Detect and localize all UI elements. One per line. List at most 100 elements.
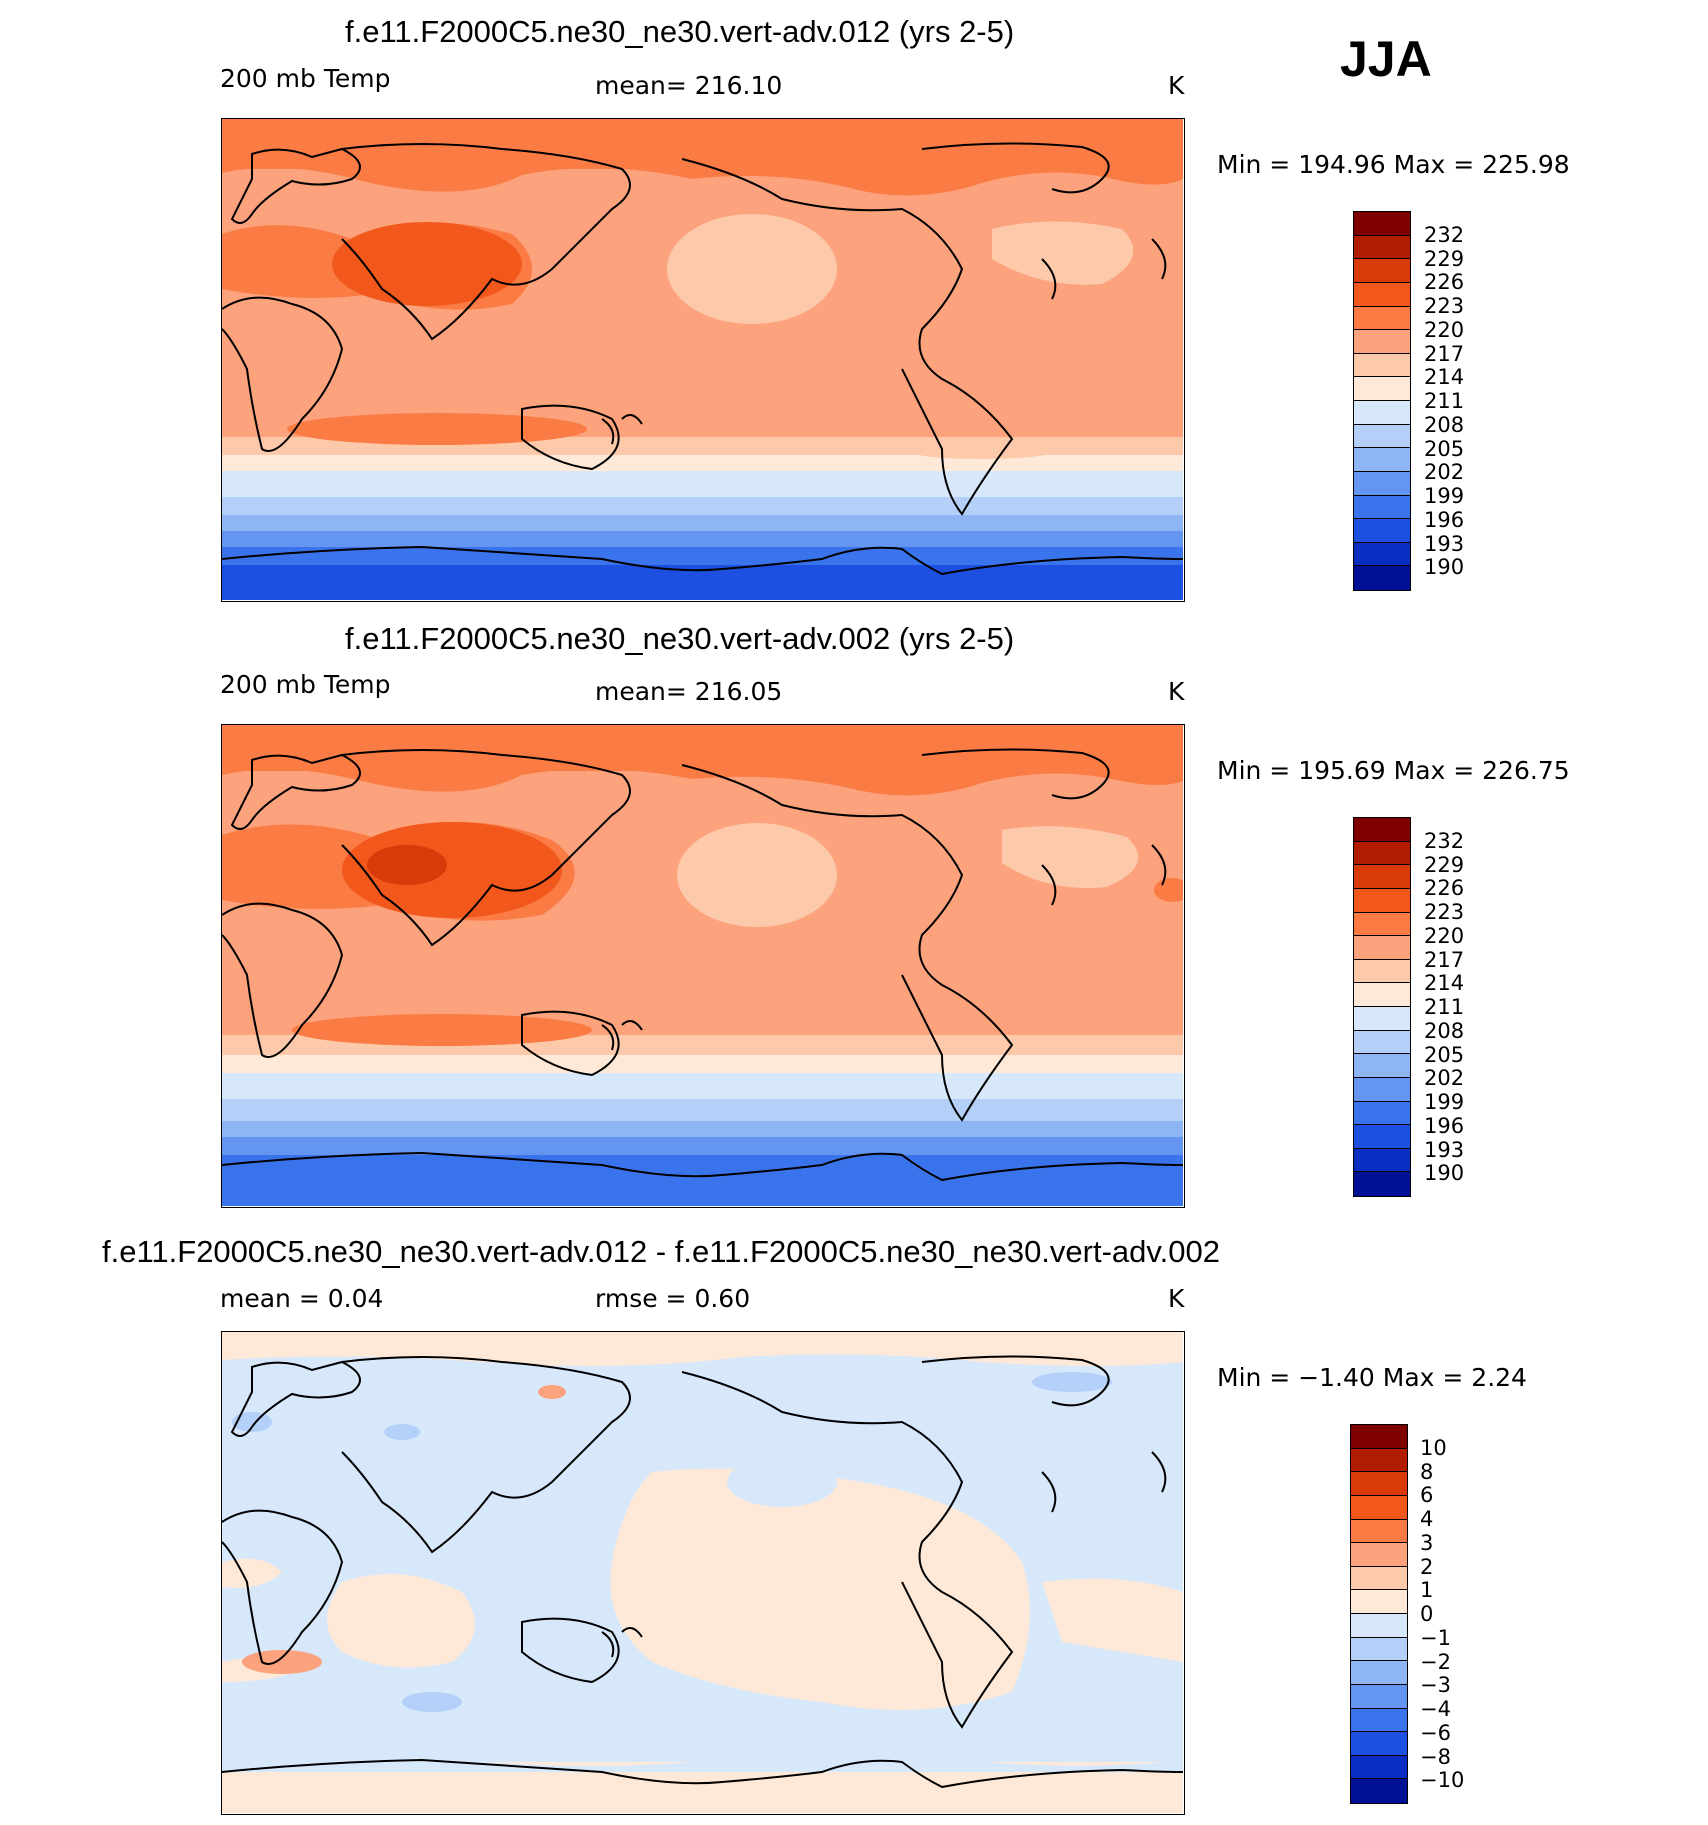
- panel-2-colorbar: [1353, 817, 1411, 1197]
- colorbar-tick-label: 202: [1424, 460, 1465, 485]
- panel-3-rmse-label: rmse = 0.60: [595, 1284, 751, 1313]
- panel-1-minmax: Min = 194.96 Max = 225.98: [1217, 150, 1570, 179]
- colorbar-swatch: [1354, 282, 1410, 307]
- colorbar-swatch: [1351, 1661, 1407, 1685]
- colorbar-tick-label: 208: [1424, 1018, 1465, 1043]
- colorbar-swatch: [1354, 306, 1410, 331]
- colorbar-tick-label: −4: [1420, 1697, 1451, 1721]
- colorbar-swatch: [1354, 1054, 1410, 1078]
- colorbar-swatch: [1354, 235, 1410, 260]
- colorbar-tick-label: −6: [1420, 1720, 1451, 1745]
- colorbar-tick-label: 196: [1424, 1113, 1465, 1138]
- colorbar-tick-label: 196: [1424, 507, 1465, 532]
- colorbar-tick-label: 8: [1420, 1459, 1434, 1484]
- colorbar-tick-label: −3: [1420, 1673, 1451, 1698]
- colorbar-swatch: [1351, 1637, 1407, 1662]
- colorbar-tick-label: 0: [1420, 1602, 1434, 1626]
- colorbar-swatch: [1354, 959, 1410, 984]
- panel-3-mean-label: mean = 0.04: [220, 1284, 384, 1313]
- colorbar-tick-label: 199: [1424, 484, 1465, 508]
- colorbar-swatch: [1354, 424, 1410, 449]
- colorbar-swatch: [1351, 1543, 1407, 1567]
- colorbar-swatch: [1351, 1590, 1407, 1614]
- colorbar-swatch: [1354, 566, 1410, 590]
- colorbar-swatch: [1354, 1007, 1410, 1031]
- colorbar-swatch: [1354, 1077, 1410, 1102]
- panel-1-variable-label: 200 mb Temp: [220, 64, 391, 93]
- panel-1-units-label: K: [1168, 71, 1185, 100]
- colorbar-swatch: [1354, 330, 1410, 354]
- panel-3-colorbar: [1350, 1424, 1408, 1804]
- colorbar-swatch: [1354, 542, 1410, 567]
- colorbar-tick-label: 190: [1424, 555, 1465, 580]
- colorbar-swatch: [1351, 1684, 1407, 1709]
- colorbar-swatch: [1354, 377, 1410, 401]
- panel-2-title: f.e11.F2000C5.ne30_ne30.vert-adv.002 (yr…: [345, 621, 1015, 656]
- colorbar-tick-label: 193: [1424, 1137, 1465, 1162]
- colorbar-swatch: [1351, 1472, 1407, 1496]
- colorbar-tick-label: 232: [1424, 222, 1465, 247]
- colorbar-tick-label: 1: [1420, 1578, 1434, 1603]
- colorbar-tick-label: 205: [1424, 1042, 1465, 1067]
- colorbar-swatch: [1351, 1755, 1407, 1780]
- colorbar-swatch: [1354, 1030, 1410, 1055]
- colorbar-tick-label: 190: [1424, 1161, 1465, 1186]
- panel-1-map: [221, 118, 1185, 602]
- colorbar-swatch: [1354, 818, 1410, 842]
- colorbar-tick-label: 223: [1424, 294, 1465, 318]
- colorbar-tick-label: 217: [1424, 947, 1465, 972]
- panel-2-mean-label: mean= 216.05: [595, 677, 783, 706]
- panel-3-units-label: K: [1168, 1284, 1185, 1313]
- panel-2-units-label: K: [1168, 677, 1185, 706]
- panel-1-mean-label: mean= 216.10: [595, 71, 783, 100]
- colorbar-swatch: [1354, 519, 1410, 543]
- colorbar-tick-label: 205: [1424, 436, 1465, 461]
- colorbar-tick-label: 223: [1424, 900, 1465, 924]
- colorbar-tick-label: −10: [1420, 1768, 1465, 1793]
- colorbar-swatch: [1354, 888, 1410, 913]
- colorbar-tick-label: −8: [1420, 1744, 1451, 1769]
- colorbar-tick-label: 232: [1424, 828, 1465, 853]
- colorbar-tick-label: 217: [1424, 341, 1465, 366]
- colorbar-swatch: [1351, 1614, 1407, 1638]
- colorbar-tick-label: 211: [1424, 389, 1465, 413]
- panel-3-map: [221, 1331, 1185, 1815]
- colorbar-tick-label: 2: [1420, 1554, 1434, 1579]
- panel-2-minmax: Min = 195.69 Max = 226.75: [1217, 756, 1570, 785]
- colorbar-tick-label: 226: [1424, 876, 1465, 901]
- panel-3-title: f.e11.F2000C5.ne30_ne30.vert-adv.012 - f…: [102, 1234, 1220, 1269]
- colorbar-tick-label: −2: [1420, 1649, 1451, 1674]
- colorbar-tick-label: 211: [1424, 995, 1465, 1019]
- colorbar-swatch: [1351, 1779, 1407, 1803]
- colorbar-swatch: [1354, 936, 1410, 960]
- panel-3-minmax: Min = −1.40 Max = 2.24: [1217, 1363, 1527, 1392]
- colorbar-tick-label: 229: [1424, 246, 1465, 271]
- colorbar-tick-label: 6: [1420, 1483, 1434, 1508]
- colorbar-swatch: [1354, 471, 1410, 496]
- panel-1-title: f.e11.F2000C5.ne30_ne30.vert-adv.012 (yr…: [345, 14, 1015, 49]
- colorbar-swatch: [1354, 841, 1410, 866]
- colorbar-swatch: [1354, 983, 1410, 1007]
- colorbar-tick-label: 229: [1424, 852, 1465, 877]
- colorbar-swatch: [1354, 495, 1410, 520]
- colorbar-swatch: [1354, 1125, 1410, 1149]
- colorbar-tick-label: −1: [1420, 1625, 1451, 1650]
- colorbar-swatch: [1354, 401, 1410, 425]
- colorbar-swatch: [1354, 353, 1410, 378]
- colorbar-swatch: [1351, 1732, 1407, 1756]
- colorbar-swatch: [1351, 1708, 1407, 1733]
- colorbar-tick-label: 4: [1420, 1507, 1434, 1531]
- colorbar-swatch: [1354, 212, 1410, 236]
- colorbar-swatch: [1354, 448, 1410, 472]
- colorbar-tick-label: 10: [1420, 1435, 1447, 1460]
- colorbar-tick-label: 199: [1424, 1090, 1465, 1114]
- colorbar-swatch: [1351, 1566, 1407, 1591]
- panel-1-colorbar: [1353, 211, 1411, 591]
- season-label: JJA: [1340, 31, 1432, 87]
- colorbar-swatch: [1354, 259, 1410, 283]
- colorbar-swatch: [1351, 1519, 1407, 1544]
- colorbar-tick-label: 193: [1424, 531, 1465, 556]
- colorbar-swatch: [1354, 1148, 1410, 1173]
- colorbar-swatch: [1351, 1425, 1407, 1449]
- colorbar-swatch: [1354, 1172, 1410, 1196]
